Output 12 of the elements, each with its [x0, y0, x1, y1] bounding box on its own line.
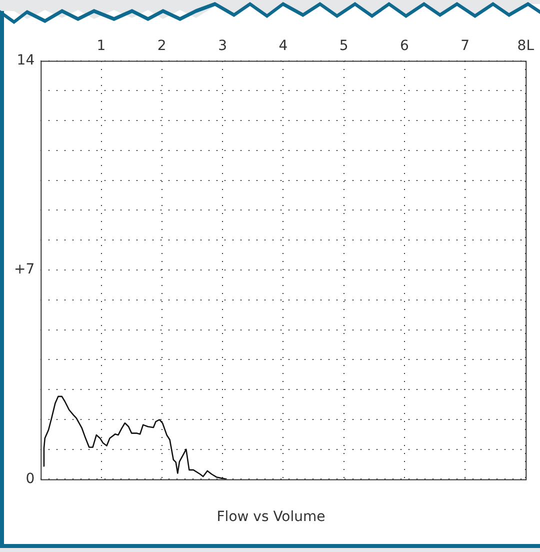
x-tick-label: 4 [278, 38, 288, 54]
x-tick-label: 1 [96, 38, 106, 54]
x-tick-label: 5 [339, 38, 348, 54]
x-tick-label: 8L [517, 38, 534, 54]
y-tick-label: +7 [14, 262, 35, 278]
x-tick-label: 6 [400, 38, 409, 54]
x-tick-label: 7 [460, 38, 470, 54]
x-tick-label: 2 [157, 38, 166, 54]
x-tick-label: 3 [218, 38, 227, 54]
text: Flow vs Volume [216, 509, 326, 526]
y-tick-label: 14 [16, 52, 35, 68]
y-tick-label: 0 [26, 470, 35, 487]
